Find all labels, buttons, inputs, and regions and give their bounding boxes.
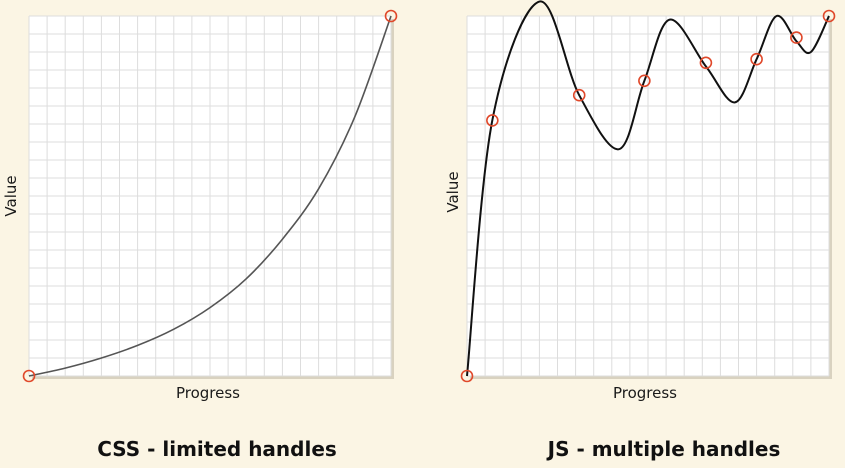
css-grid-lines: [28, 15, 392, 377]
js-handle-1: [486, 114, 499, 127]
js-y-axis-title: Value: [444, 171, 462, 212]
js-handle-6: [790, 31, 803, 44]
css-caption: CSS - limited handles: [97, 437, 337, 461]
js-panel: Progress Value: [444, 0, 836, 402]
css-curve-chart: Progress Value: [2, 9, 398, 402]
css-panel: Progress Value: [0, 0, 420, 420]
js-caption: JS - multiple handles: [547, 437, 781, 461]
js-handle-5: [750, 52, 763, 66]
css-handle-0: [22, 369, 36, 383]
js-handle-7: [822, 9, 836, 23]
js-curve-chart: Progress Value: [444, 0, 836, 402]
js-handle-0: [460, 369, 474, 383]
css-easing-curve: [28, 15, 392, 377]
js-easing-curve: [466, 0, 830, 377]
css-handle-1: [384, 9, 398, 23]
js-handle-3: [638, 74, 651, 88]
js-x-axis-title: Progress: [613, 384, 677, 402]
css-x-axis-title: Progress: [176, 384, 240, 402]
js-handle-2: [572, 88, 586, 102]
js-handle-4: [699, 56, 713, 70]
js-grid-lines: [466, 15, 830, 377]
css-y-axis-title: Value: [2, 175, 20, 216]
